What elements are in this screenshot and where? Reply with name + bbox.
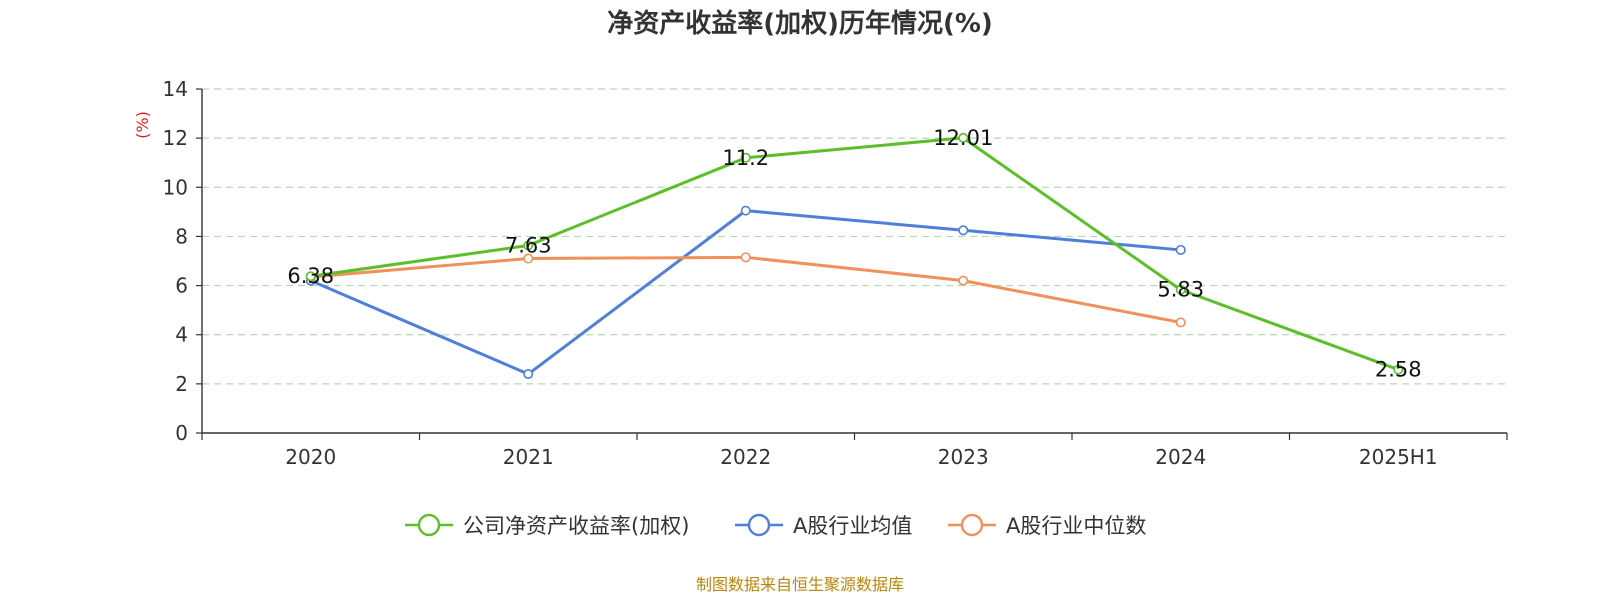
x-tick-label: 2024: [1155, 445, 1206, 469]
data-labels: 6.38 7.63 11.2 12.01 5.83 2.58: [287, 126, 1421, 382]
series-line: [310, 136, 1399, 372]
data-point: [1175, 244, 1186, 255]
gridlines: [202, 88, 1507, 385]
data-point: [523, 369, 534, 380]
series-line: [310, 255, 1182, 324]
data-point: [740, 205, 751, 216]
x-tick-label: 2025H1: [1359, 445, 1438, 469]
y-tick-label: 10: [163, 175, 188, 199]
x-tick-label: 2021: [503, 445, 554, 469]
data-label: 12.01: [933, 126, 993, 150]
data-point: [958, 132, 969, 143]
data-point: [1175, 284, 1186, 295]
chart-title: 净资产收益率(加权)历年情况(%): [607, 8, 993, 39]
y-tick-label: 6: [175, 274, 188, 298]
data-point: [740, 252, 751, 263]
data-label: 6.38: [287, 264, 334, 288]
y-tick-label: 4: [175, 323, 188, 347]
y-tick-label: 0: [175, 421, 188, 445]
data-point: [740, 152, 751, 163]
y-tick-label: 14: [163, 77, 188, 101]
data-label: 7.63: [505, 234, 552, 258]
data-point: [523, 253, 534, 264]
series-lines: [305, 132, 1404, 380]
y-axis-label: (%): [133, 111, 152, 139]
legend-item-label: 公司净资产收益率(加权): [463, 514, 689, 538]
data-label: 2.58: [1375, 358, 1422, 382]
legend: 公司净资产收益率(加权) A股行业均值 A股行业中位数: [405, 513, 1146, 538]
x-tick-label: 2022: [720, 445, 771, 469]
source-note: 制图数据来自恒生聚源数据库: [696, 575, 904, 594]
data-point: [1175, 317, 1186, 328]
legend-swatch-marker: [417, 513, 441, 537]
y-tick-label: 2: [175, 372, 188, 396]
y-tick-label: 8: [175, 224, 188, 248]
data-label: 5.83: [1157, 278, 1204, 302]
legend-swatch-marker: [747, 513, 771, 537]
data-point: [523, 240, 534, 251]
data-point: [305, 271, 316, 282]
data-point: [1393, 364, 1404, 375]
x-tick-label: 2020: [285, 445, 336, 469]
axes: 0 2 4 6 8 10 12 14 2020 2021 2022 2023 2024 2025H1: [163, 77, 1508, 469]
legend-item-label: A股行业中位数: [1006, 514, 1146, 538]
data-label: 11.2: [722, 146, 769, 170]
data-point: [958, 275, 969, 286]
x-tick-label: 2023: [938, 445, 989, 469]
data-point: [958, 225, 969, 236]
y-tick-label: 12: [163, 126, 188, 150]
legend-item-label: A股行业均值: [793, 514, 912, 538]
series-line: [310, 209, 1181, 376]
legend-swatch-marker: [960, 513, 984, 537]
